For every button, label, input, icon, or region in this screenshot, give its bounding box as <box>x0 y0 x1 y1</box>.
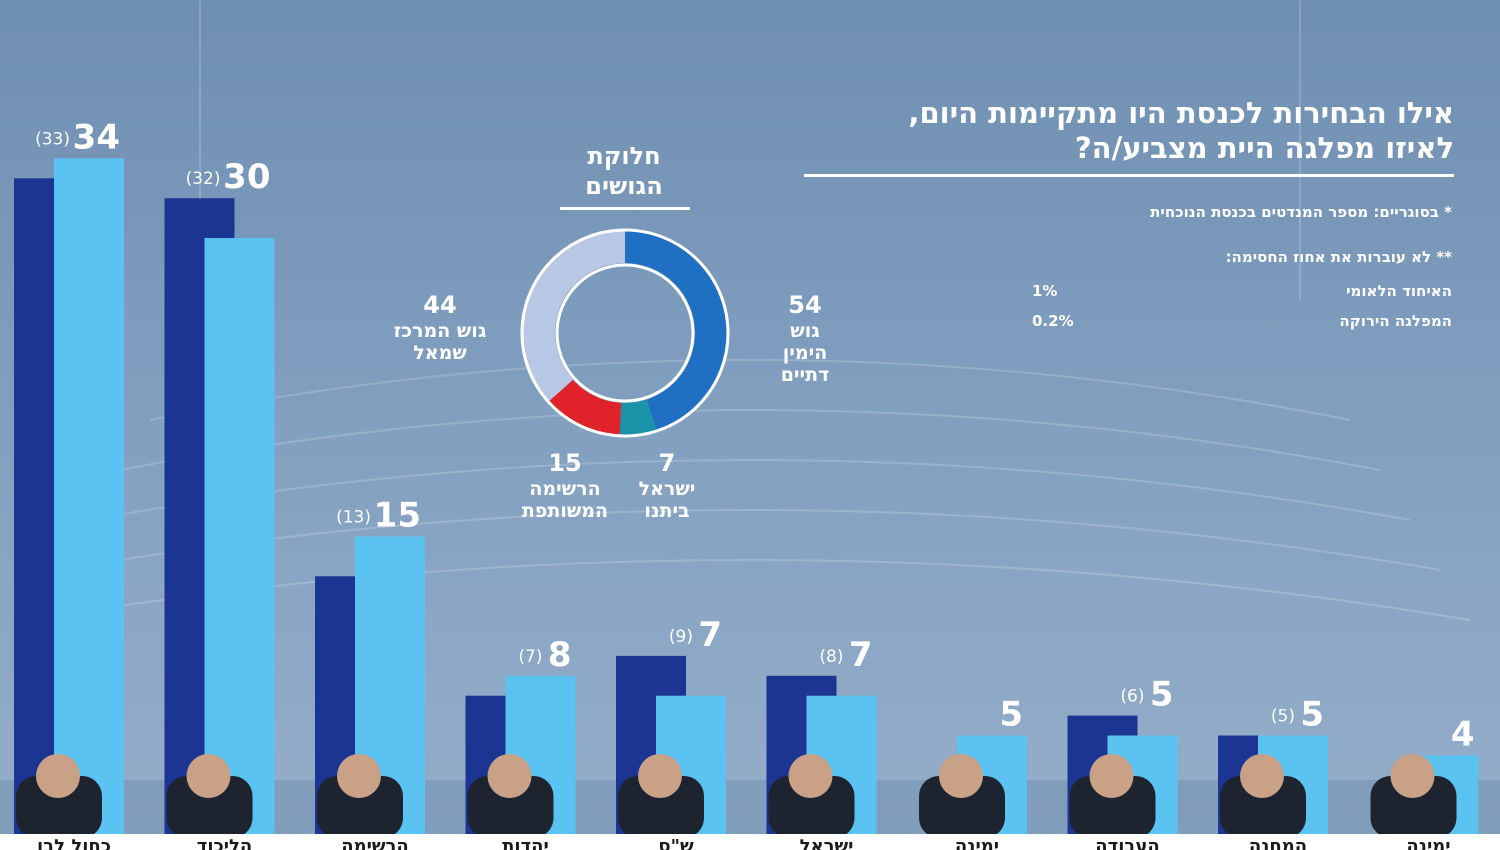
current-seats-bar <box>204 238 275 835</box>
donut-outer-ring <box>520 228 730 438</box>
threshold-note: ** לא עוברות את אחוז החסימה: <box>1225 248 1452 266</box>
previous-seat-label: (32) <box>186 169 221 189</box>
seat-value-label: 5 <box>1150 675 1174 715</box>
party-name-label: ימינה <box>955 836 999 850</box>
bloc-label-yisrael-beytenu: 7 ישראל ביתנו <box>638 449 696 522</box>
threshold-row: המפלגה הירוקה 0.2% <box>1032 312 1452 332</box>
leader-portrait <box>317 776 403 838</box>
leader-face <box>337 754 381 798</box>
leader-portrait <box>919 776 1005 838</box>
seat-value-label: 5 <box>999 695 1023 735</box>
party-name-label: יהדות <box>502 836 549 850</box>
party-name-label: ישראל <box>800 836 854 850</box>
previous-seat-label: (6) <box>1120 687 1144 707</box>
threshold-party-value: 1% <box>1032 282 1058 300</box>
party-name-label: ימינה <box>1406 836 1450 850</box>
leader-face <box>939 754 983 798</box>
donut-inner-ring <box>555 263 695 403</box>
leader-portrait <box>1370 776 1457 838</box>
seat-value-label: 5 <box>1300 695 1324 735</box>
leader-face <box>1089 754 1134 798</box>
brackets-note: * בסוגריים: מספר המנדטים בכנסת הנוכחית <box>1150 203 1452 221</box>
leader-face <box>36 754 80 798</box>
leader-face <box>788 754 833 798</box>
leader-portrait <box>1069 776 1156 838</box>
bloc-label-joint-list: 15 הרשימה המשותפת <box>521 449 609 522</box>
leader-portrait <box>618 776 704 838</box>
seat-value-label: 15 <box>374 496 421 536</box>
seat-value-label: 8 <box>548 635 572 675</box>
party-name-strip <box>0 834 1500 850</box>
leader-face <box>186 754 231 798</box>
seat-value-label: 7 <box>849 635 873 675</box>
leader-portrait <box>1220 776 1306 838</box>
previous-seat-label: (9) <box>669 627 693 647</box>
threshold-row: האיחוד הלאומי 1% <box>1032 282 1452 302</box>
seat-value-label: 34 <box>73 117 120 157</box>
previous-seat-label: (13) <box>336 508 371 528</box>
previous-seat-label: (5) <box>1271 707 1295 727</box>
current-seats-bar <box>54 158 124 835</box>
party-name-label: המחנה <box>1249 836 1307 850</box>
title-divider <box>804 174 1454 177</box>
party-name-label: ש"ס <box>658 836 694 850</box>
seat-value-label: 30 <box>223 157 270 197</box>
donut-segment <box>523 231 727 435</box>
previous-seat-label: (8) <box>819 647 843 667</box>
leader-portrait <box>768 776 855 838</box>
leader-face <box>487 754 532 798</box>
leader-face <box>638 754 682 798</box>
leader-face <box>1240 754 1284 798</box>
blocs-donut-chart <box>520 228 730 438</box>
party-name-label: הרשימה <box>341 836 409 850</box>
party-name-label: כחול לבן <box>37 836 111 850</box>
chart-title: אילו הבחירות לכנסת היו מתקיימות היום, לא… <box>908 96 1454 165</box>
party-name-label: הליכוד <box>197 836 253 850</box>
threshold-party-name: האיחוד הלאומי <box>1346 282 1452 300</box>
donut-segment <box>523 231 727 435</box>
party-name-label: העבודה <box>1095 836 1159 850</box>
previous-seat-label: (7) <box>518 647 542 667</box>
bloc-label-right: 54 גוש הימין דתיים <box>780 291 830 386</box>
seat-value-label: 7 <box>698 615 722 655</box>
donut-title: חלוקת הגושים <box>585 142 663 200</box>
donut-title-divider <box>560 207 690 210</box>
bloc-label-center-left: 44 גוש המרכז שמאל <box>393 291 487 364</box>
leader-portrait <box>16 776 102 838</box>
leader-portrait <box>166 776 253 838</box>
previous-seat-label: (33) <box>35 129 70 149</box>
threshold-party-value: 0.2% <box>1032 312 1074 330</box>
leader-face <box>1390 754 1435 798</box>
seat-value-label: 4 <box>1451 714 1475 754</box>
threshold-party-name: המפלגה הירוקה <box>1339 312 1452 330</box>
leader-portrait <box>467 776 554 838</box>
